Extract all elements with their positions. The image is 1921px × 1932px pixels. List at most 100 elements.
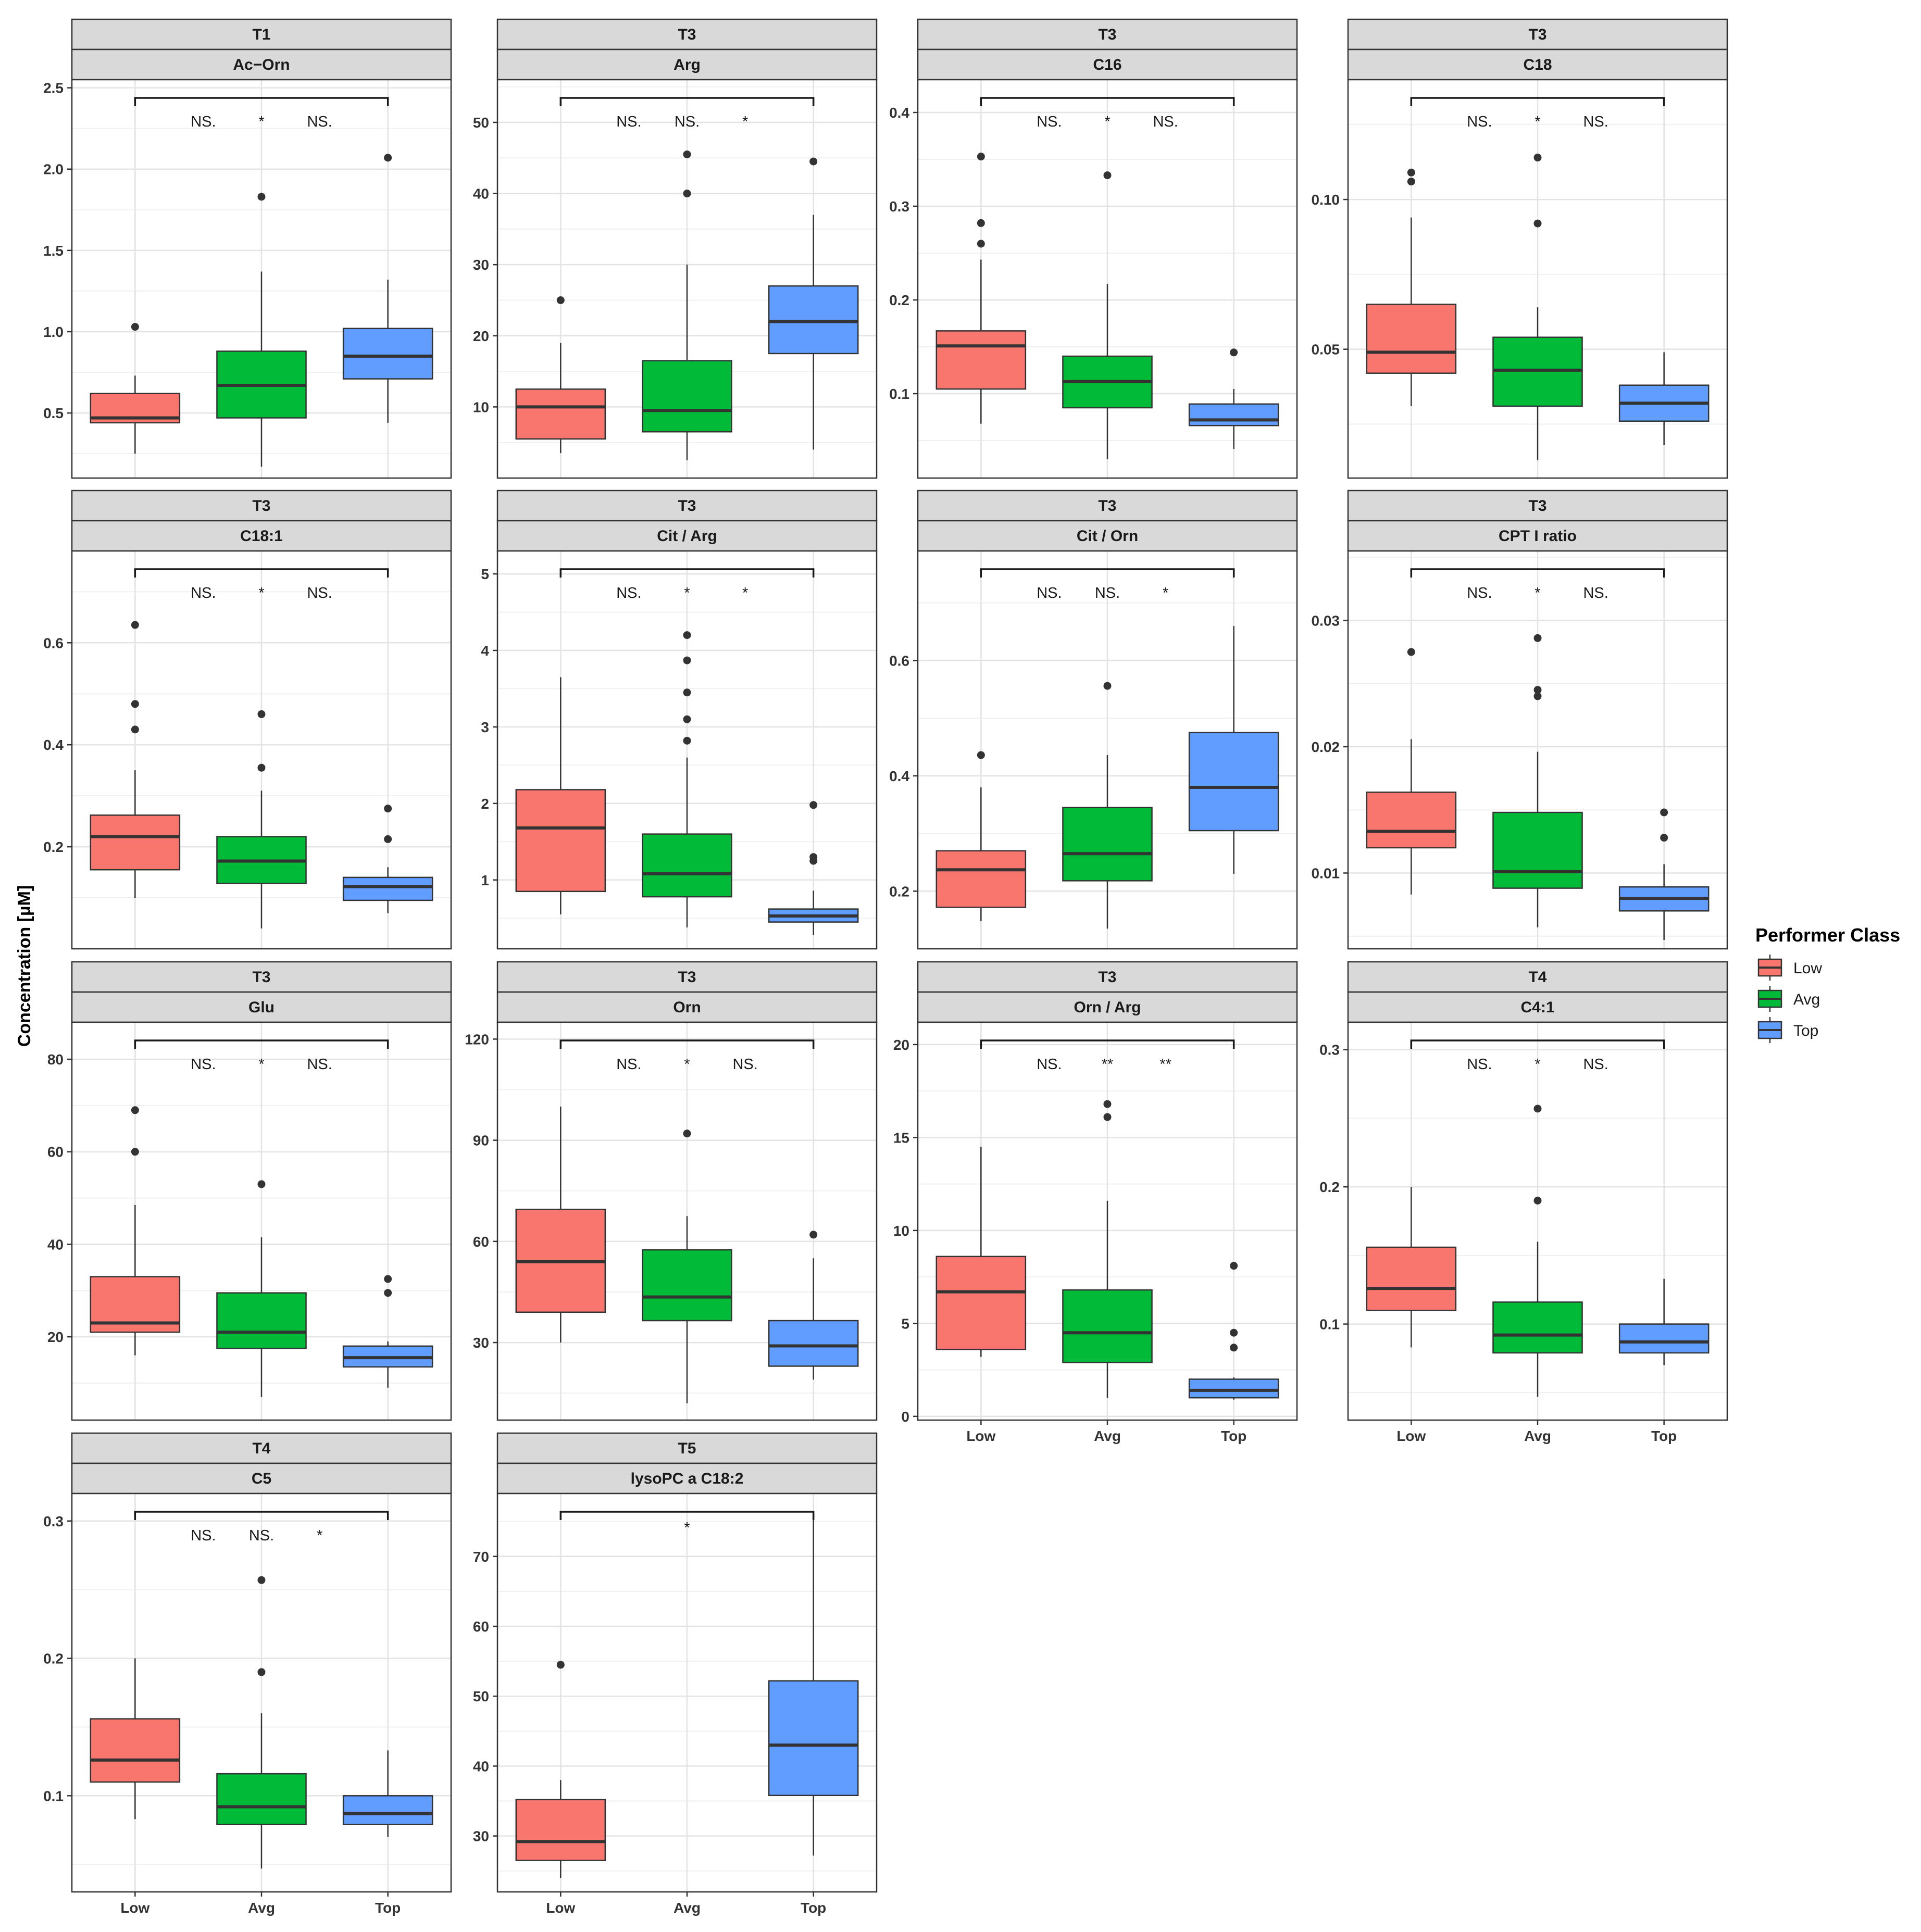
box-iqr xyxy=(768,1320,859,1367)
y-tick-label: 0.2 xyxy=(43,1651,64,1667)
box-iqr xyxy=(935,1256,1027,1350)
box-low xyxy=(515,1106,606,1343)
strip-top-label: T5 xyxy=(678,1440,696,1457)
box-iqr xyxy=(515,789,606,893)
facet-panel: T3 Orn 30 60 90 120 NS. * NS. xyxy=(465,961,878,1421)
outlier-point xyxy=(131,323,139,331)
y-tick-label: 0.2 xyxy=(889,292,909,308)
facet-panel: T3 CPT I ratio 0.01 0.02 0.03 NS. * NS. xyxy=(1312,490,1728,950)
outlier-point xyxy=(809,1231,818,1239)
box-top xyxy=(1188,625,1279,874)
significance-label: NS. xyxy=(307,114,332,130)
box-avg xyxy=(1062,171,1153,459)
strip-bottom xyxy=(1347,991,1728,1023)
outlier-point xyxy=(1103,171,1112,180)
outlier-point xyxy=(1533,1105,1542,1113)
outlier-point xyxy=(1660,808,1668,817)
box-top xyxy=(1618,808,1710,940)
strip-bottom-label: C16 xyxy=(1093,56,1121,73)
y-tick-label: 0.3 xyxy=(889,198,909,215)
outlier-point xyxy=(1407,648,1415,656)
significance-label: ** xyxy=(1102,1056,1114,1073)
strip-bottom-label: Arg xyxy=(673,56,701,73)
strip-top xyxy=(71,961,452,993)
significance-bracket xyxy=(134,1039,389,1049)
facet-panel: T3 C18:1 0.2 0.4 0.6 NS. * NS. xyxy=(43,490,452,950)
y-tick-label: 30 xyxy=(473,1335,489,1351)
y-tick-label: 0.1 xyxy=(889,386,909,402)
y-tick-label: 40 xyxy=(473,1758,489,1774)
legend-key-low xyxy=(1757,955,1782,981)
box-low xyxy=(515,677,606,914)
outlier-point xyxy=(683,715,691,723)
significance-label: NS. xyxy=(1467,1056,1492,1073)
panel-border xyxy=(1347,550,1728,950)
strip-top-label: T3 xyxy=(252,969,270,986)
x-tick-label: Top xyxy=(1221,1428,1246,1444)
significance-label: NS. xyxy=(1583,1056,1608,1073)
y-tick-label: 0.1 xyxy=(1319,1316,1340,1333)
strip-bottom-label: C18 xyxy=(1523,56,1552,73)
panel-border xyxy=(917,79,1298,479)
strip-top-label: T3 xyxy=(678,969,696,986)
box-iqr xyxy=(1492,1301,1583,1354)
strip-top xyxy=(496,18,878,51)
significance-label: NS. xyxy=(191,114,216,130)
significance-label: NS. xyxy=(307,585,332,601)
facet-panel: T3 Cit / Orn 0.2 0.4 0.6 NS. NS. * xyxy=(889,490,1298,950)
legend-key-avg xyxy=(1757,986,1782,1012)
panel-border xyxy=(1347,79,1728,479)
y-tick-label: 1.0 xyxy=(43,324,64,340)
outlier-point xyxy=(683,190,691,198)
y-tick-label: 0.2 xyxy=(43,839,64,855)
box-iqr xyxy=(216,1773,307,1825)
significance-label: * xyxy=(684,1520,690,1536)
box-low xyxy=(515,296,606,454)
significance-label: NS. xyxy=(616,114,641,130)
box-iqr xyxy=(342,876,433,901)
strip-top-label: T3 xyxy=(1528,497,1546,515)
outlier-point xyxy=(1103,682,1112,690)
outlier-point xyxy=(257,1576,266,1584)
panel-border xyxy=(71,1021,452,1421)
significance-label: NS. xyxy=(1153,114,1178,130)
y-tick-label: 0.4 xyxy=(889,105,909,121)
box-iqr xyxy=(90,814,181,871)
y-tick-label: 40 xyxy=(473,186,489,202)
y-tick-label: 0.3 xyxy=(43,1513,64,1529)
y-tick-label: 60 xyxy=(473,1234,489,1250)
outlier-point xyxy=(1230,1344,1238,1352)
significance-label: * xyxy=(258,585,264,601)
significance-label: NS. xyxy=(1583,585,1608,601)
significance-bracket xyxy=(980,568,1235,578)
strip-bottom xyxy=(496,1462,878,1495)
outlier-point xyxy=(809,157,818,166)
box-iqr xyxy=(1366,792,1457,849)
outlier-point xyxy=(1533,1196,1542,1205)
box-avg xyxy=(1062,1100,1153,1398)
box-avg xyxy=(216,710,307,929)
y-tick-label: 50 xyxy=(473,115,489,131)
box-low xyxy=(515,1661,606,1878)
y-tick-label: 0.3 xyxy=(1319,1042,1340,1058)
box-iqr xyxy=(1618,1323,1710,1354)
outlier-point xyxy=(257,1180,266,1188)
significance-bracket xyxy=(1410,568,1665,578)
y-tick-label: 0.4 xyxy=(43,737,64,753)
outlier-point xyxy=(131,621,139,629)
box-iqr xyxy=(642,360,732,433)
strip-bottom-label: Orn xyxy=(673,999,701,1016)
strip-bottom-label: lysoPC a C18:2 xyxy=(631,1470,744,1487)
outlier-point xyxy=(257,763,266,772)
y-tick-label: 1 xyxy=(481,872,489,888)
outlier-point xyxy=(1533,634,1542,642)
y-tick-label: 2.5 xyxy=(43,80,64,96)
y-tick-label: 0.1 xyxy=(43,1788,64,1804)
significance-label: * xyxy=(742,585,748,601)
panel-border xyxy=(71,550,452,950)
outlier-point xyxy=(683,631,691,639)
y-tick-label: 0.03 xyxy=(1312,612,1340,629)
strip-bottom-label: Orn / Arg xyxy=(1074,999,1141,1016)
box-avg xyxy=(216,193,307,467)
significance-label: * xyxy=(258,1056,264,1073)
